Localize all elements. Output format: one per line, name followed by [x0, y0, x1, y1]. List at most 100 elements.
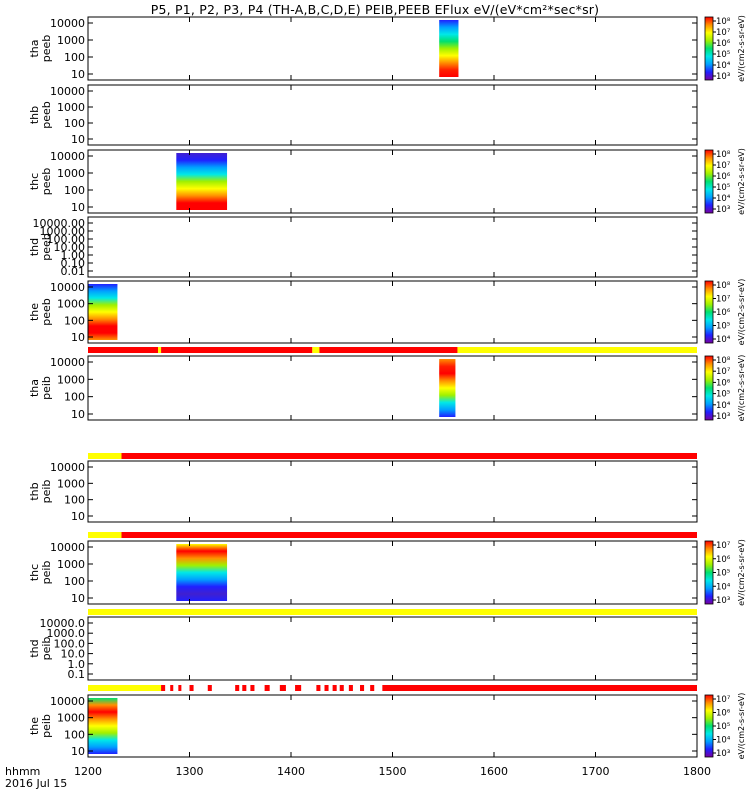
y-tick-label: 100.0 — [54, 637, 86, 650]
colorbar-tick-label: 10⁴ — [716, 61, 731, 71]
y-tick-label: 100.00 — [47, 233, 86, 246]
y-tick-label: 1000.00 — [40, 225, 86, 238]
y-tick-label: 1000 — [57, 34, 85, 47]
y-tick-label: 10 — [71, 68, 85, 81]
colorbar-tick-label: 10⁷ — [716, 367, 731, 377]
y-tick-label: 10000 — [50, 461, 85, 474]
y-tick-label: 1000.0 — [47, 627, 86, 640]
colorbar-tick-label: 10⁴ — [716, 194, 731, 204]
y-tick-label: 100 — [64, 391, 85, 404]
flag-segment — [207, 685, 212, 691]
flag-segment — [88, 532, 122, 538]
colorbar-tick-label: 10⁴ — [716, 335, 731, 345]
panel-5-ylabel-probe: the — [28, 303, 41, 321]
panel-8-spectrum-block — [176, 544, 228, 601]
y-tick-label: 10000.0 — [40, 617, 86, 630]
flag-segment — [235, 685, 240, 691]
y-tick-label: 1000 — [57, 712, 85, 725]
panel-9-frame — [87, 616, 698, 681]
panel-9 — [87, 616, 698, 691]
panel-10 — [87, 694, 716, 758]
flag-segment — [319, 347, 458, 353]
colorbar-tick-label: 10⁷ — [716, 161, 731, 171]
colorbar-tick-label: 10⁵ — [716, 50, 730, 60]
panel-6-ylabel-probe: tha — [28, 379, 41, 397]
panel-5-ylabel-product: peeb — [40, 298, 53, 326]
panel-4-frame — [87, 216, 698, 278]
panel-6-ylabel-product: peib — [40, 376, 53, 400]
panel-10-colorbar-label: eV/(cm2-s-sr-eV) — [737, 693, 746, 760]
y-tick-label: 10000 — [50, 281, 85, 294]
panel-3-colorbar — [704, 149, 714, 214]
y-tick-label: 100 — [64, 117, 85, 130]
y-tick-label: 10 — [71, 510, 85, 523]
y-tick-label: 10000 — [50, 17, 85, 30]
flag-segment — [88, 609, 697, 615]
y-tick-label: 10 — [71, 201, 85, 214]
y-tick-label: 1000 — [57, 477, 85, 490]
date-label: 2016 Jul 15 — [5, 777, 67, 790]
y-tick-label: 10000 — [50, 356, 85, 369]
panel-3-ylabel-product: peeb — [40, 168, 53, 196]
y-tick-label: 1.0 — [68, 658, 86, 671]
x-tick-label: 1300 — [176, 765, 204, 778]
panel-10-ylabel-product: peib — [40, 714, 53, 738]
colorbar-tick-label: 10³ — [716, 412, 730, 422]
colorbar-tick-label: 10⁵ — [716, 722, 730, 732]
y-tick-label: 1000 — [57, 298, 85, 311]
panel-4-ylabel-product: peeb — [40, 233, 53, 261]
y-tick-label: 10 — [71, 592, 85, 605]
y-tick-label: 1.00 — [61, 249, 86, 262]
panel-7 — [87, 460, 698, 538]
flag-segment — [121, 532, 698, 538]
flag-segment — [457, 347, 697, 353]
y-tick-label: 100 — [64, 575, 85, 588]
panel-6-spectrum-block — [439, 359, 456, 417]
flag-segment — [189, 685, 194, 691]
flag-segment — [158, 347, 162, 353]
y-tick-label: 10000 — [50, 150, 85, 163]
panel-4 — [87, 216, 698, 278]
colorbar-tick-label: 10⁷ — [716, 695, 731, 705]
panel-5-colorbar — [704, 280, 714, 344]
panel-9-ylabel-probe: thd — [28, 639, 41, 657]
y-tick-label: 10 — [71, 408, 85, 421]
colorbar-tick-label: 10⁴ — [716, 736, 731, 746]
x-tick-label: 1200 — [74, 765, 102, 778]
y-tick-label: 100 — [64, 314, 85, 327]
panel-3-ylabel-probe: thc — [28, 173, 41, 190]
flag-segment — [242, 685, 247, 691]
x-tick-label: 1400 — [277, 765, 305, 778]
colorbar-tick-label: 10⁶ — [716, 555, 731, 565]
y-tick-label: 100 — [64, 51, 85, 64]
colorbar-tick-label: 10⁵ — [716, 569, 730, 579]
y-tick-label: 1000 — [57, 558, 85, 571]
flag-segment — [370, 685, 375, 691]
colorbar-tick-label: 10³ — [716, 749, 730, 759]
panel-4-ylabel-probe: thd — [28, 238, 41, 256]
panel-8-colorbar — [704, 540, 714, 605]
flag-segment — [264, 685, 270, 691]
colorbar-tick-label: 10⁶ — [716, 308, 731, 318]
panel-2-frame — [87, 84, 698, 146]
time-label: hhmm — [5, 765, 40, 778]
panel-8-colorbar-label: eV/(cm2-s-sr-eV) — [737, 539, 746, 606]
y-tick-label: 10 — [71, 331, 85, 344]
flag-segment — [170, 685, 174, 691]
flag-segment — [88, 685, 162, 691]
panel-8-ylabel-product: peib — [40, 561, 53, 585]
panel-8 — [87, 540, 716, 615]
panel-10-frame — [87, 694, 698, 758]
y-tick-label: 10000.00 — [33, 217, 86, 230]
x-tick-label: 1500 — [379, 765, 407, 778]
y-tick-label: 0.10 — [61, 257, 86, 270]
colorbar-tick-label: 10⁶ — [716, 709, 731, 719]
colorbar-tick-label: 10³ — [716, 596, 730, 606]
y-tick-label: 0.1 — [68, 668, 86, 681]
flag-segment — [324, 685, 329, 691]
panel-1-colorbar-label: eV/(cm2-s-sr-eV) — [737, 15, 746, 82]
y-tick-label: 0.01 — [61, 265, 86, 278]
panel-1 — [87, 16, 716, 81]
panel-7-ylabel-probe: thb — [28, 482, 41, 500]
